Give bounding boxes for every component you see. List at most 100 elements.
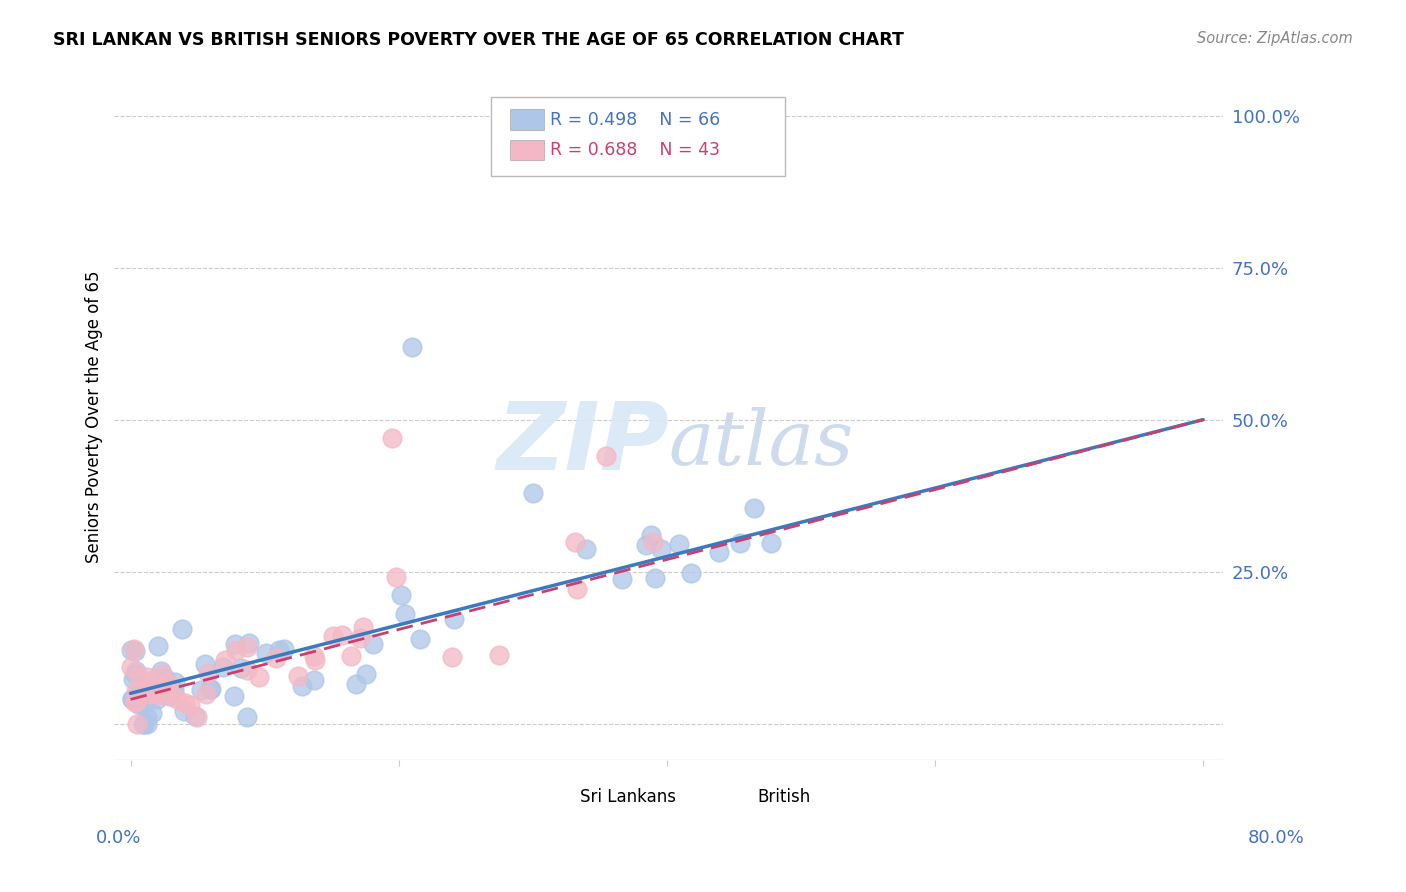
Point	[352, 620, 374, 634]
Point	[668, 537, 690, 551]
Point	[152, 688, 174, 702]
Point	[132, 698, 155, 713]
Point	[136, 710, 159, 724]
Point	[321, 629, 343, 643]
Point	[166, 692, 188, 706]
Point	[125, 689, 148, 703]
Point	[302, 673, 325, 687]
Text: 0.0%: 0.0%	[96, 829, 141, 847]
Point	[146, 640, 169, 654]
Point	[197, 665, 219, 680]
Bar	[718, 787, 749, 807]
Point	[238, 636, 260, 650]
Point	[340, 648, 363, 663]
Point	[200, 682, 222, 697]
Point	[200, 682, 222, 697]
Point	[236, 640, 259, 654]
Point	[1299, 417, 1322, 432]
Point	[304, 648, 326, 663]
Point	[441, 650, 464, 665]
Point	[389, 588, 412, 602]
Text: ZIP: ZIP	[496, 398, 669, 490]
Point	[641, 535, 664, 549]
Point	[522, 485, 544, 500]
Point	[595, 449, 617, 463]
Point	[165, 675, 187, 690]
Point	[212, 659, 235, 673]
Bar	[510, 110, 544, 130]
Point	[136, 670, 159, 684]
Point	[247, 670, 270, 684]
Point	[640, 528, 662, 542]
Point	[394, 607, 416, 621]
Bar	[541, 787, 572, 807]
Point	[153, 671, 176, 685]
Point	[194, 657, 217, 671]
Point	[224, 637, 246, 651]
Point	[644, 571, 666, 585]
Point	[224, 689, 246, 703]
Text: Source: ZipAtlas.com: Source: ZipAtlas.com	[1197, 31, 1353, 46]
Point	[127, 697, 149, 711]
Point	[214, 653, 236, 667]
Point	[124, 643, 146, 657]
Point	[157, 676, 180, 690]
Point	[190, 683, 212, 698]
Point	[709, 544, 731, 558]
Point	[173, 704, 195, 718]
Point	[134, 716, 156, 731]
Text: 80.0%: 80.0%	[1249, 829, 1305, 847]
Text: R = 0.498    N = 66: R = 0.498 N = 66	[550, 111, 720, 128]
Point	[159, 685, 181, 699]
Point	[564, 535, 586, 549]
Text: British: British	[758, 788, 811, 805]
Point	[759, 536, 782, 550]
Point	[273, 642, 295, 657]
Point	[575, 541, 598, 556]
Point	[121, 692, 143, 706]
Point	[610, 572, 633, 586]
Point	[236, 710, 259, 724]
Point	[159, 689, 181, 703]
Point	[150, 667, 173, 681]
Point	[291, 679, 314, 693]
Point	[122, 641, 145, 656]
Point	[120, 643, 142, 657]
Point	[381, 431, 404, 445]
FancyBboxPatch shape	[492, 97, 786, 176]
Point	[142, 675, 165, 690]
Point	[174, 696, 197, 710]
Point	[194, 687, 217, 701]
Point	[409, 632, 432, 646]
Point	[128, 670, 150, 684]
Point	[131, 690, 153, 704]
Point	[384, 569, 406, 583]
Point	[121, 692, 143, 706]
Point	[363, 637, 385, 651]
Point	[401, 340, 423, 354]
Point	[742, 500, 765, 515]
Point	[125, 695, 148, 709]
Point	[304, 653, 326, 667]
Point	[172, 623, 194, 637]
Point	[149, 664, 172, 678]
Point	[650, 542, 672, 557]
Point	[184, 708, 207, 723]
Point	[145, 687, 167, 701]
Point	[127, 716, 149, 731]
Point	[267, 643, 290, 657]
Point	[1299, 109, 1322, 123]
Point	[229, 661, 252, 675]
Point	[330, 628, 353, 642]
Point	[179, 698, 201, 712]
Point	[120, 660, 142, 674]
Point	[349, 632, 371, 646]
Text: R = 0.688    N = 43: R = 0.688 N = 43	[550, 141, 720, 159]
Point	[634, 538, 657, 552]
Point	[132, 716, 155, 731]
Point	[287, 668, 309, 682]
Point	[266, 651, 288, 665]
Point	[679, 566, 702, 581]
Point	[125, 684, 148, 698]
Point	[186, 710, 208, 724]
